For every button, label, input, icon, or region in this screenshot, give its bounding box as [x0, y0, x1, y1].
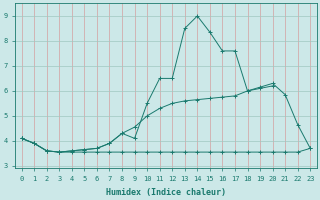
- X-axis label: Humidex (Indice chaleur): Humidex (Indice chaleur): [106, 188, 226, 197]
